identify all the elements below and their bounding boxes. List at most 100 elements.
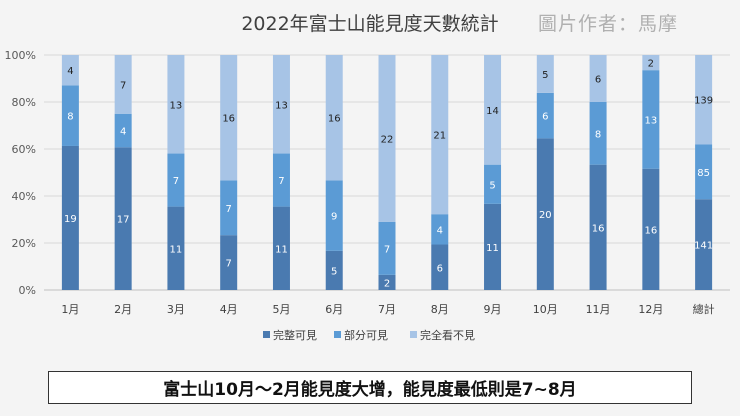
x-axis: 1月 2月 3月 4月 5月 6月 7月 8月 9月 10月 11月 12月 總計 — [61, 302, 714, 316]
y-tick-label: 80% — [12, 96, 36, 109]
data-label: 85 — [697, 168, 710, 179]
data-label: 4 — [120, 127, 126, 138]
bar-segment — [114, 55, 132, 114]
bar-segment — [61, 145, 79, 290]
bar-segment — [61, 85, 79, 146]
legend-swatch — [410, 331, 417, 338]
bar-segment — [325, 180, 343, 251]
data-label: 16 — [592, 223, 605, 234]
data-label: 13 — [170, 100, 183, 111]
legend-label: 完整可見 — [273, 328, 317, 342]
data-label: 8 — [595, 129, 601, 140]
caption-text: 富士山10月～2月能見度大增，能見度最低則是7~8月 — [163, 380, 577, 400]
caption-box: 富士山10月～2月能見度大增，能見度最低則是7~8月 — [48, 371, 692, 404]
bar-segment — [220, 55, 238, 181]
bar-segment — [114, 147, 132, 290]
bar-segment — [642, 168, 660, 290]
data-label: 13 — [275, 100, 288, 111]
bar-segment — [642, 55, 660, 71]
bar-segment — [167, 206, 185, 290]
bar-segment — [167, 153, 185, 207]
bar-segment — [378, 221, 396, 275]
x-tick-label: 10月 — [533, 303, 558, 316]
legend-label: 部分可見 — [344, 328, 388, 342]
bar-segment — [61, 55, 79, 86]
data-label: 7 — [384, 244, 390, 255]
x-tick-label: 5月 — [272, 303, 290, 316]
grid-layer: 0% 20% 40% 60% 80% 100% — [5, 49, 730, 297]
bar-segment — [536, 92, 554, 139]
x-tick-label: 6月 — [325, 303, 343, 316]
data-label: 11 — [275, 244, 288, 255]
bar-segment — [272, 206, 290, 290]
data-label: 5 — [331, 266, 337, 277]
data-label: 4 — [437, 225, 443, 236]
data-label: 139 — [694, 96, 713, 107]
legend-label: 完全看不見 — [420, 328, 475, 342]
data-label: 11 — [170, 244, 183, 255]
bar-segment — [378, 274, 396, 290]
bar-segment — [484, 164, 502, 204]
bar-segment — [589, 164, 607, 290]
data-label: 22 — [381, 134, 394, 145]
bar-segment — [695, 199, 713, 290]
data-label: 7 — [278, 176, 284, 187]
bar-segment — [272, 55, 290, 154]
data-label: 2 — [648, 59, 654, 70]
data-label: 5 — [489, 180, 495, 191]
data-label: 20 — [539, 210, 552, 221]
bar-segment — [536, 138, 554, 290]
bar-segment — [695, 144, 713, 200]
bar-segment — [431, 55, 449, 215]
bar-segment — [220, 235, 238, 290]
x-tick-label: 12月 — [638, 303, 663, 316]
data-label: 11 — [486, 243, 499, 254]
bar-segment — [378, 55, 396, 222]
data-label: 9 — [331, 212, 337, 223]
legend: 完整可見 部分可見 完全看不見 — [263, 328, 475, 342]
data-label: 16 — [328, 114, 341, 125]
bar-segment — [484, 55, 502, 165]
data-label: 7 — [226, 204, 232, 215]
bar-segment — [589, 102, 607, 165]
y-tick-label: 40% — [12, 190, 36, 203]
data-label: 141 — [694, 241, 713, 252]
y-tick-label: 100% — [5, 49, 36, 62]
x-tick-label: 2月 — [114, 303, 132, 316]
bar-segment — [167, 55, 185, 154]
data-label: 21 — [433, 131, 446, 142]
data-label: 6 — [437, 263, 443, 274]
credit-text: 圖片作者：馬摩 — [538, 13, 678, 35]
data-label: 14 — [486, 106, 499, 117]
x-tick-label: 4月 — [220, 303, 238, 316]
data-label: 19 — [64, 214, 77, 225]
chart-title: 2022年富士山能見度天數統計 — [241, 13, 498, 35]
bar-segment — [220, 180, 238, 236]
bar-segment — [431, 244, 449, 290]
x-tick-label: 3月 — [167, 303, 185, 316]
x-tick-label: 1月 — [61, 303, 79, 316]
data-label: 4 — [67, 66, 73, 77]
data-label: 16 — [644, 225, 657, 236]
data-label: 6 — [542, 112, 548, 123]
legend-swatch — [334, 331, 341, 338]
bar-segment — [325, 55, 343, 181]
bar-segment — [325, 250, 343, 290]
x-tick-label: 8月 — [431, 303, 449, 316]
y-tick-label: 60% — [12, 143, 36, 156]
data-label: 16 — [222, 114, 235, 125]
x-tick-label: 11月 — [586, 303, 611, 316]
bar-segment — [642, 70, 660, 169]
x-tick-label: 7月 — [378, 303, 396, 316]
bar-segment — [695, 55, 713, 145]
y-tick-label: 0% — [19, 284, 36, 297]
bar-segment — [431, 214, 449, 245]
data-label: 13 — [644, 115, 657, 126]
bar-segment — [272, 153, 290, 207]
data-label: 5 — [542, 70, 548, 81]
legend-swatch — [263, 331, 270, 338]
x-tick-label: 總計 — [693, 302, 715, 316]
data-label: 2 — [384, 278, 390, 289]
bar-segment — [589, 55, 607, 102]
